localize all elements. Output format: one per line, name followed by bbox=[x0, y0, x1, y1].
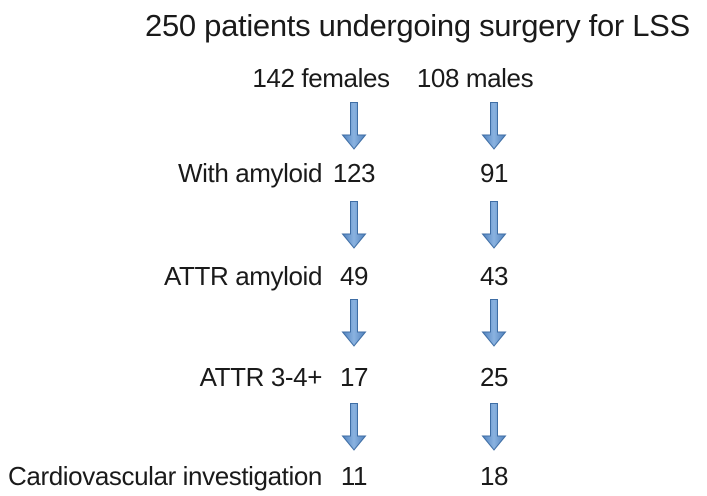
females-attr-3-4-count: 17 bbox=[339, 362, 369, 392]
females-cardiovascular-investigation-count: 11 bbox=[340, 461, 368, 491]
males-count-header: 108 males bbox=[416, 63, 534, 93]
row-label-attr-amyloid: ATTR amyloid bbox=[164, 261, 322, 291]
diagram-title: 250 patients undergoing surgery for LSS bbox=[145, 8, 690, 43]
row-label-cardiovascular-investigation: Cardiovascular investigation bbox=[8, 461, 322, 491]
row-label-with-amyloid: With amyloid bbox=[177, 158, 322, 188]
males-cardiovascular-investigation-count: 18 bbox=[479, 461, 509, 491]
down-arrow-icon bbox=[341, 201, 367, 249]
down-arrow-icon bbox=[481, 102, 507, 150]
down-arrow-icon bbox=[341, 102, 367, 150]
down-arrow-icon bbox=[341, 403, 367, 451]
males-attr-amyloid-count: 43 bbox=[479, 261, 509, 291]
females-attr-amyloid-count: 49 bbox=[339, 261, 369, 291]
females-with-amyloid-count: 123 bbox=[332, 158, 376, 188]
females-count-header: 142 females bbox=[252, 63, 390, 93]
males-attr-3-4-count: 25 bbox=[479, 362, 509, 392]
down-arrow-icon bbox=[481, 299, 507, 347]
down-arrow-icon bbox=[341, 299, 367, 347]
down-arrow-icon bbox=[481, 403, 507, 451]
row-label-attr-3-4: ATTR 3-4+ bbox=[199, 362, 323, 392]
males-with-amyloid-count: 91 bbox=[479, 158, 509, 188]
down-arrow-icon bbox=[481, 201, 507, 249]
